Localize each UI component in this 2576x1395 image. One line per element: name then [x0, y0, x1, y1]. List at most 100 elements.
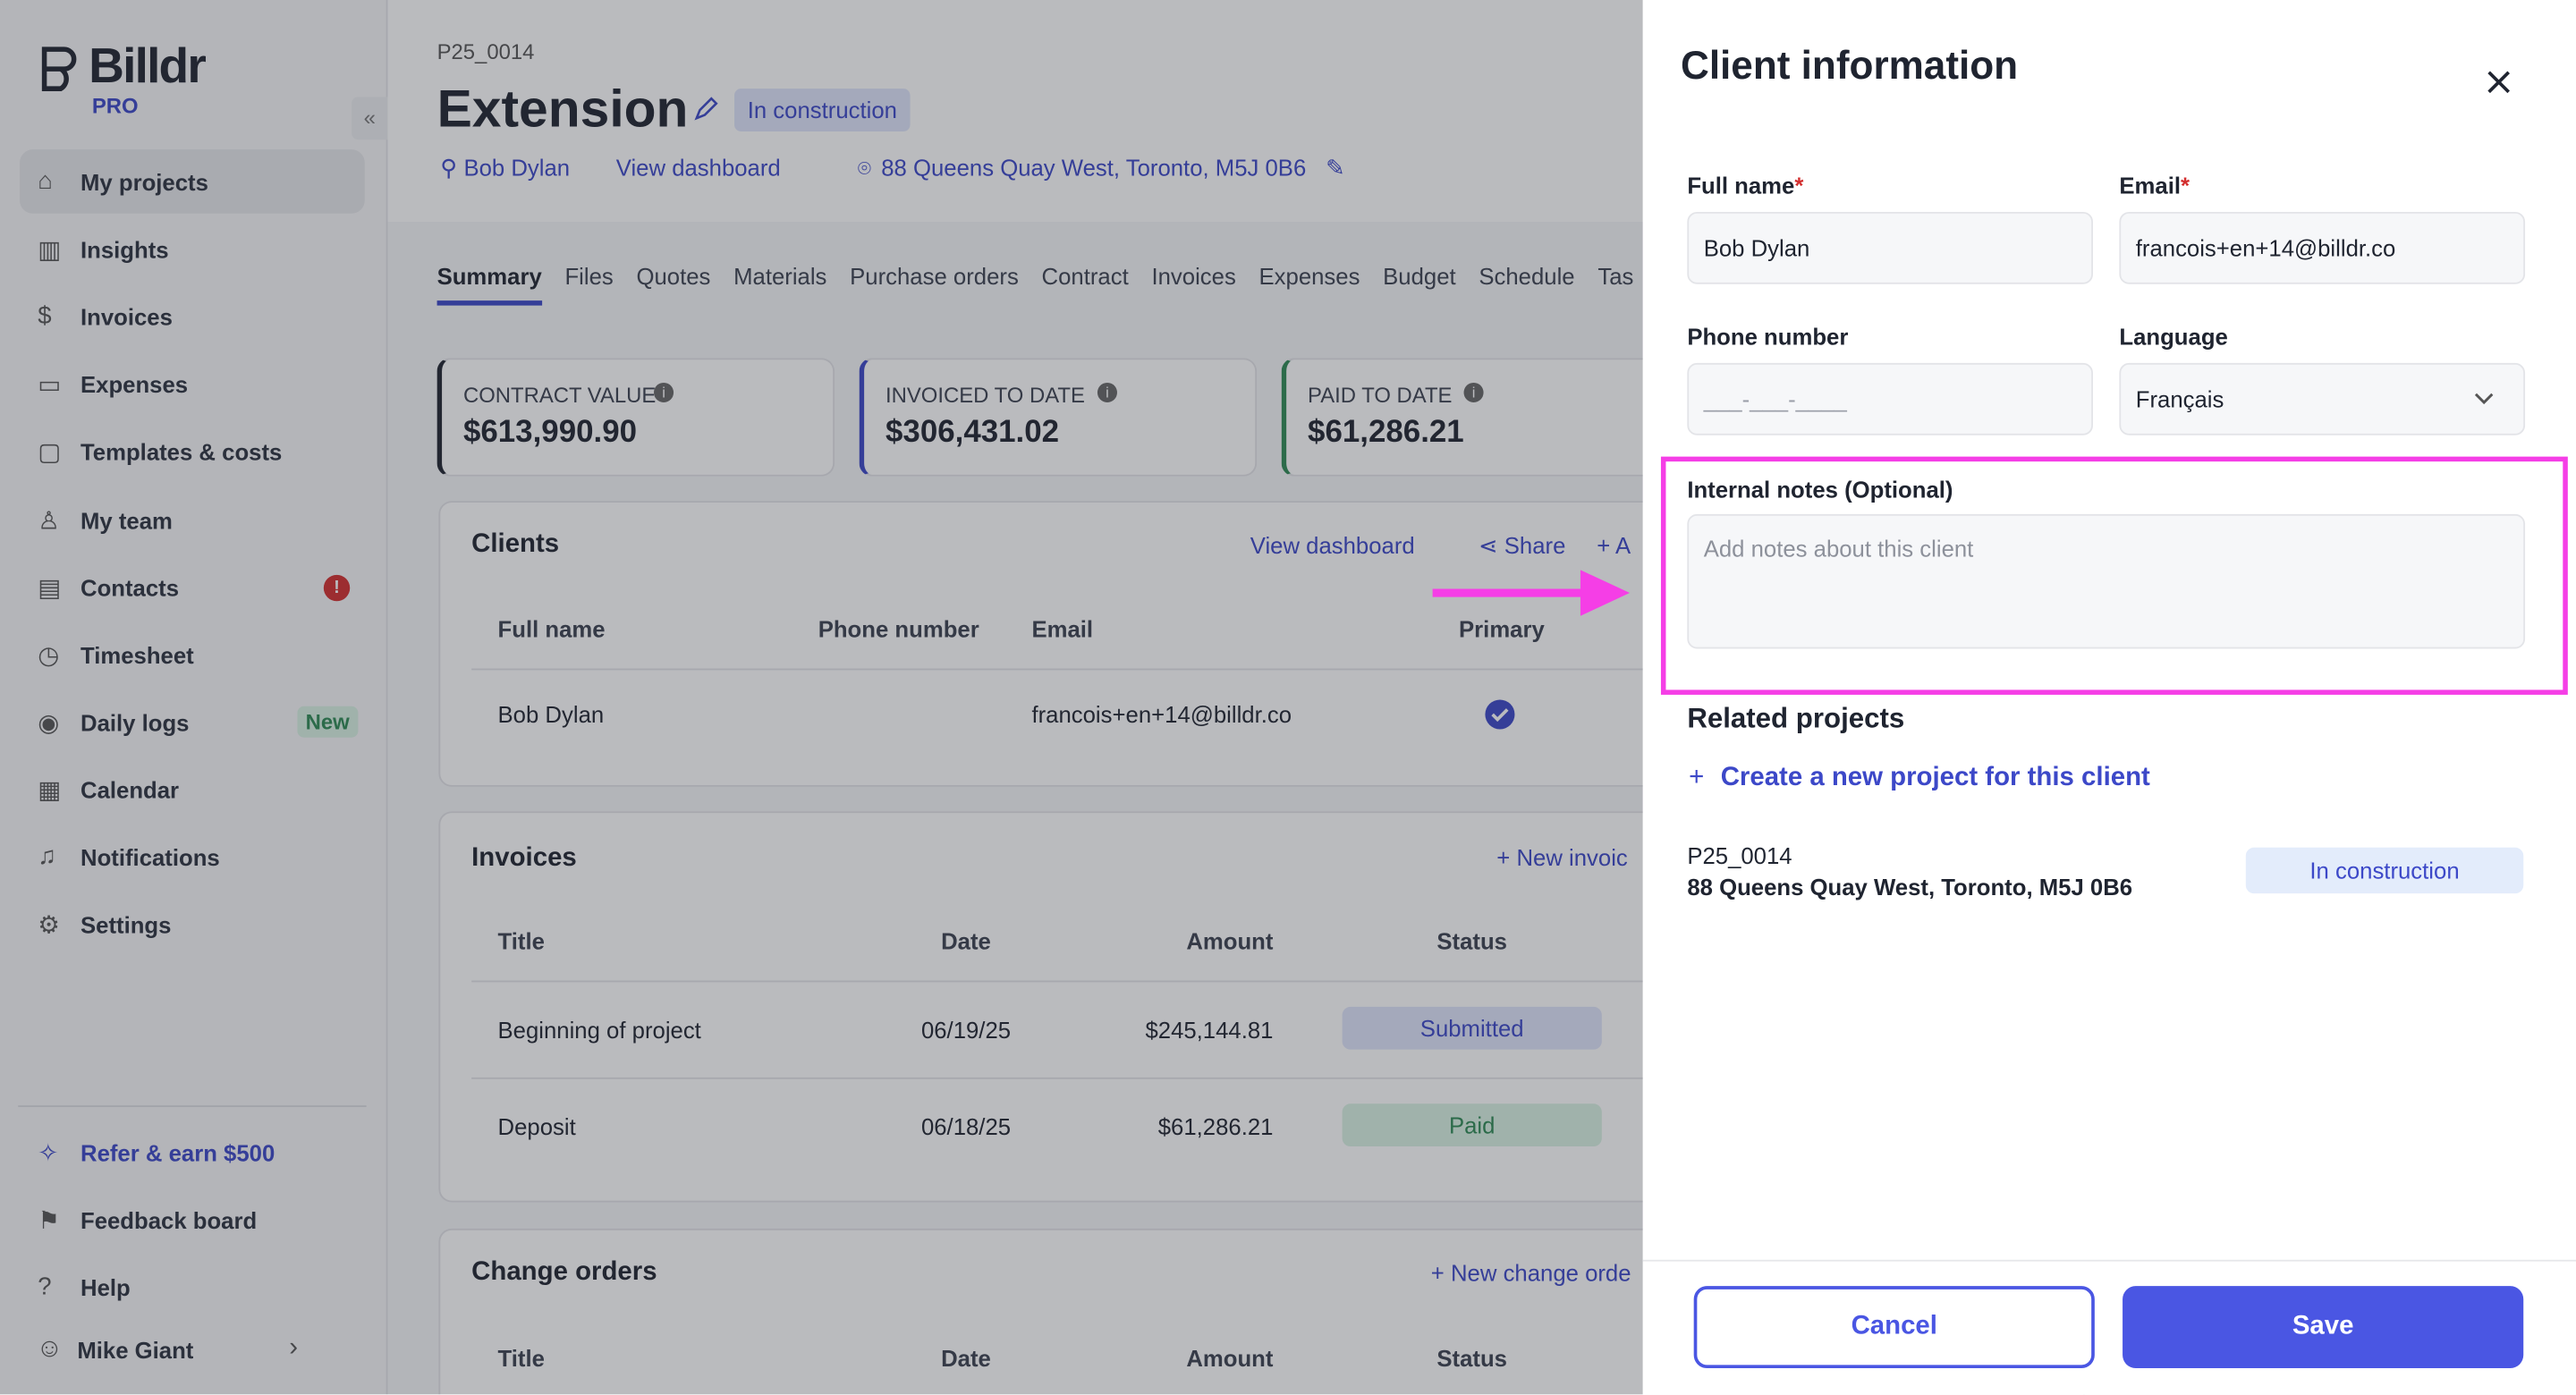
nav-icon[interactable]: ⌂: [38, 167, 53, 196]
nav-icon: ☺: [36, 1335, 64, 1364]
nav-icon[interactable]: ▥: [38, 236, 62, 265]
nav-icon[interactable]: ◷: [38, 641, 60, 670]
full-name-input[interactable]: Bob Dylan: [1687, 211, 2094, 284]
cell: francois+en+14@billdr.co: [1031, 701, 1292, 728]
language-value[interactable]: Français: [2135, 385, 2224, 413]
active-bg: [20, 149, 365, 214]
footer-divider: [1642, 1259, 2576, 1262]
required-mark: *: [1794, 172, 1804, 199]
new-change-order[interactable]: New change orde: [1450, 1259, 1631, 1287]
nav-item[interactable]: My projects: [80, 169, 208, 196]
alert-badge: !: [323, 574, 351, 601]
nav-item[interactable]: Daily logs: [80, 709, 190, 736]
section-title: Related projects: [1687, 703, 1905, 735]
add[interactable]: A: [1615, 532, 1631, 559]
nav-item[interactable]: Notifications: [80, 844, 220, 871]
row-divider: [471, 1077, 2082, 1079]
nav-item[interactable]: My team: [80, 506, 173, 534]
stat-card: INVOICED TO DATE i $306,431.02: [859, 358, 1258, 477]
create-link[interactable]: + Create a new project for this client: [1689, 764, 2150, 792]
chevron: [2474, 393, 2494, 405]
project-code: P25_0014: [436, 39, 535, 64]
client-panel: Client information Full name* Bob Dylan …: [1642, 0, 2576, 1395]
card-action[interactable]: + A: [1597, 532, 1631, 559]
address[interactable]: 88 Queens Quay West, Toronto, M5J 0B6: [881, 154, 1307, 182]
status-pill: In construction: [734, 89, 911, 131]
invoices-card: Invoices + New invoic Title Date Amount Sta…: [438, 811, 2085, 1203]
tab[interactable]: Summary: [436, 262, 542, 290]
nav-icon[interactable]: ◉: [38, 709, 60, 738]
dashboard-link[interactable]: View dashboard: [615, 154, 781, 182]
nav-icon[interactable]: ?: [38, 1272, 52, 1301]
card-action[interactable]: ⋖ Share: [1479, 532, 1566, 559]
tab[interactable]: Invoices: [1151, 262, 1236, 290]
nav-item[interactable]: Timesheet: [80, 641, 194, 668]
tab[interactable]: Tas: [1597, 262, 1634, 290]
close-button[interactable]: [2486, 69, 2512, 95]
footer-item[interactable]: Help: [80, 1274, 131, 1301]
field-label: Internal notes (Optional): [1687, 476, 1953, 503]
stat-label: PAID TO DATE: [1308, 382, 1453, 408]
nav-icon[interactable]: $: [38, 302, 52, 331]
table-header: Title: [497, 1345, 545, 1372]
tab[interactable]: Budget: [1383, 262, 1456, 290]
tab[interactable]: Purchase orders: [850, 262, 1019, 290]
tab[interactable]: Contract: [1041, 262, 1129, 290]
nav-item[interactable]: Contacts: [80, 574, 180, 601]
logo-icon: [41, 46, 77, 91]
language-select[interactable]: Français: [2119, 362, 2526, 435]
nav-item[interactable]: Invoices: [80, 304, 173, 331]
nav-icon[interactable]: ▦: [38, 776, 62, 805]
tab[interactable]: Files: [564, 262, 614, 290]
stat-card: CONTRACT VALUE i $613,990.90: [436, 358, 835, 477]
nav-icon[interactable]: ▤: [38, 574, 62, 603]
save-button[interactable]: Save: [2123, 1286, 2524, 1369]
phone-input[interactable]: ___-___-____: [1687, 362, 2094, 435]
info-icon: i: [1097, 382, 1117, 403]
nav-icon[interactable]: ▭: [38, 371, 62, 400]
nav-icon[interactable]: ♫: [38, 842, 56, 871]
share[interactable]: Share: [1504, 532, 1566, 559]
table-header: Amount: [1186, 1345, 1274, 1372]
collapse-button[interactable]: «: [352, 97, 388, 140]
tab[interactable]: Materials: [733, 262, 827, 290]
footer-item[interactable]: Refer & earn $500: [80, 1139, 275, 1167]
nav-item[interactable]: Templates & costs: [80, 439, 283, 466]
overlay[interactable]: [0, 0, 1643, 1395]
card-action[interactable]: + New change orde: [1430, 1259, 1631, 1287]
logo: Billdr: [89, 39, 207, 94]
tab[interactable]: Expenses: [1258, 262, 1360, 290]
field-label: Phone number: [1687, 323, 1849, 351]
user-name[interactable]: Mike Giant: [77, 1337, 194, 1364]
table-header: Status: [1436, 1345, 1508, 1372]
nav-icon[interactable]: ♙: [38, 506, 60, 535]
divider: [18, 1105, 367, 1107]
client-link[interactable]: ⚲ Bob Dylan: [440, 154, 571, 182]
nav-item[interactable]: Settings: [80, 911, 172, 938]
status-pill: Submitted: [1342, 1006, 1602, 1050]
address-link[interactable]: ⌾ 88 Queens Quay West, Toronto, M5J 0B6 ✎: [857, 154, 1345, 182]
client-name[interactable]: Bob Dylan: [463, 154, 571, 182]
nav-item[interactable]: Calendar: [80, 776, 180, 803]
nav-icon[interactable]: ✧: [38, 1139, 59, 1168]
new-invoice[interactable]: New invoic: [1516, 844, 1628, 871]
create-text[interactable]: Create a new project for this client: [1720, 764, 2150, 792]
email-input[interactable]: francois+en+14@billdr.co: [2119, 211, 2526, 284]
footer-item[interactable]: Feedback board: [80, 1207, 258, 1234]
notes-textarea[interactable]: Add notes about this client: [1687, 513, 2526, 649]
card-action[interactable]: + New invoic: [1496, 844, 1628, 871]
table-header: Phone number: [818, 615, 979, 643]
tab[interactable]: Quotes: [636, 262, 711, 290]
nav-item[interactable]: Insights: [80, 236, 169, 264]
nav-item[interactable]: Expenses: [80, 371, 189, 399]
card-action[interactable]: View dashboard: [1250, 532, 1415, 559]
cancel-button[interactable]: Cancel: [1693, 1286, 2095, 1369]
new-badge: New: [297, 706, 358, 738]
nav-icon[interactable]: ⚙: [38, 911, 60, 940]
edit-icon[interactable]: [693, 96, 719, 122]
stat-card: PAID TO DATE i $61,286.21: [1281, 358, 1680, 477]
nav-icon[interactable]: ▢: [38, 439, 62, 468]
table-header: Title: [497, 927, 545, 955]
tab[interactable]: Schedule: [1479, 262, 1575, 290]
nav-icon[interactable]: ⚑: [38, 1207, 60, 1236]
